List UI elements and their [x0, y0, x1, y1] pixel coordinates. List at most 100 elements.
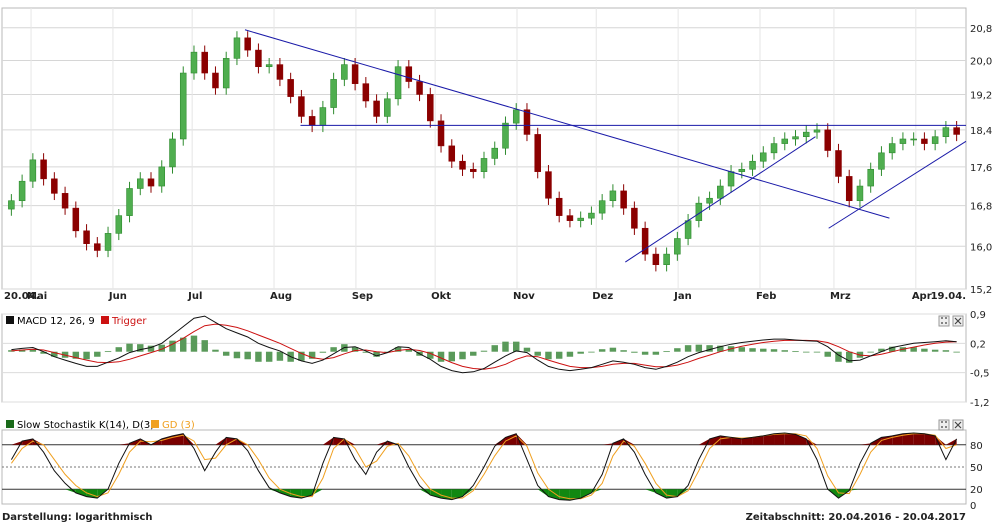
candle-body	[824, 129, 831, 151]
macd-histogram-bar	[158, 344, 165, 352]
macd-histogram-bar	[888, 346, 896, 352]
expand-glyph	[941, 317, 947, 324]
expand-icon	[938, 315, 950, 327]
candle-body	[641, 227, 649, 255]
candle-body	[856, 185, 864, 202]
x-tick-month: Aug	[270, 291, 292, 302]
candle-body	[792, 136, 799, 140]
panel-expand-button[interactable]	[938, 419, 950, 431]
x-tick-end: 19.04.	[931, 291, 966, 302]
gd-legend-swatch	[151, 420, 159, 428]
candle-body	[137, 178, 144, 189]
candle-body	[480, 158, 488, 172]
stoch-d-line	[10, 433, 957, 500]
candle-body	[953, 127, 960, 135]
macd-histogram-bar	[276, 351, 284, 361]
oversold-fill	[269, 489, 280, 493]
macd-histogram-bar	[330, 347, 337, 352]
macd-histogram-bar	[491, 345, 498, 352]
macd-histogram-bar	[878, 348, 885, 352]
macd-legend-label: MACD 12, 26, 9	[17, 316, 95, 327]
macd-histogram-bar	[362, 351, 370, 353]
macd-histogram-bar	[953, 351, 960, 353]
candle-body	[8, 200, 15, 210]
candle-body	[158, 166, 166, 187]
macd-histogram-bar	[770, 349, 778, 352]
macd-histogram-bar	[620, 350, 627, 352]
candle-body	[319, 107, 327, 126]
candle-body	[566, 215, 574, 221]
overbought-fill	[774, 432, 785, 445]
macd-y-tick: -0,5	[970, 369, 990, 380]
macd-histogram-bar	[244, 351, 251, 360]
candle-body	[845, 176, 853, 202]
macd-histogram-bar	[201, 340, 208, 352]
candle-body	[115, 215, 123, 234]
stoch-legend-label: Slow Stochastik K(14), D(3)	[17, 420, 154, 431]
macd-histogram-bar	[298, 351, 305, 361]
macd-histogram-bar	[609, 347, 617, 352]
stoch-legend-swatch	[6, 420, 14, 428]
macd-histogram-bar	[265, 351, 273, 362]
candle-body	[18, 180, 26, 202]
macd-histogram-bar	[308, 351, 316, 359]
macd-y-tick: -1,2	[970, 398, 990, 409]
macd-histogram-bar	[867, 351, 874, 353]
macd-histogram-bar	[255, 351, 262, 362]
macd-histogram-bar	[373, 351, 380, 357]
candle-body	[878, 152, 885, 170]
macd-histogram-bar	[480, 350, 488, 352]
overbought-fill	[859, 443, 871, 445]
macd-histogram-bar	[94, 351, 101, 357]
panel-close-button[interactable]	[952, 419, 964, 431]
macd-histogram-bar	[394, 347, 402, 352]
candle-body	[674, 238, 681, 255]
macd-histogram-bar	[115, 347, 123, 352]
candle-body	[341, 64, 348, 80]
price-y-tick: 19,2	[970, 90, 992, 101]
macd-histogram-bar	[523, 347, 531, 352]
price-y-tick: 15,2	[970, 285, 992, 296]
candle-body	[29, 159, 37, 182]
candle-body	[749, 160, 756, 170]
candle-body	[802, 131, 810, 138]
x-tick-month: Okt	[431, 291, 451, 302]
x-tick-month: Dez	[592, 291, 613, 302]
oversold-fill	[537, 489, 549, 497]
macd-y-tick: 0,2	[970, 339, 986, 350]
candle-body	[545, 171, 552, 199]
oversold-fill	[569, 489, 581, 501]
candle-body	[416, 81, 423, 95]
macd-histogram-bar	[72, 351, 80, 359]
candle-body	[888, 143, 896, 154]
candle-body	[813, 129, 821, 133]
candle-body	[760, 152, 767, 162]
candle-body	[244, 37, 251, 51]
stoch-y-tick: 50	[970, 463, 983, 474]
overbought-fill	[623, 438, 635, 445]
panel-expand-button[interactable]	[938, 315, 950, 327]
candle-body	[169, 138, 176, 168]
macd-histogram-bar	[104, 351, 112, 353]
candle-body	[94, 243, 101, 251]
candle-body	[298, 96, 305, 117]
gd-legend-label: GD (3)	[162, 420, 195, 431]
macd-histogram-bar	[126, 343, 133, 352]
trigger-legend-swatch	[101, 316, 109, 324]
overbought-fill	[913, 432, 925, 445]
macd-histogram-bar	[824, 351, 831, 357]
candle-body	[147, 178, 155, 187]
overbought-fill	[516, 433, 527, 445]
candle-body	[61, 193, 69, 209]
panel-close-button[interactable]	[952, 315, 964, 327]
candle-body	[104, 233, 112, 251]
x-tick-month: Feb	[756, 291, 776, 302]
candle-body	[738, 168, 746, 172]
price-y-tick: 17,6	[970, 163, 992, 174]
macd-histogram-bar	[351, 347, 359, 352]
candle-body	[931, 136, 939, 144]
oversold-fill	[312, 489, 323, 496]
macd-histogram-bar	[845, 351, 853, 363]
